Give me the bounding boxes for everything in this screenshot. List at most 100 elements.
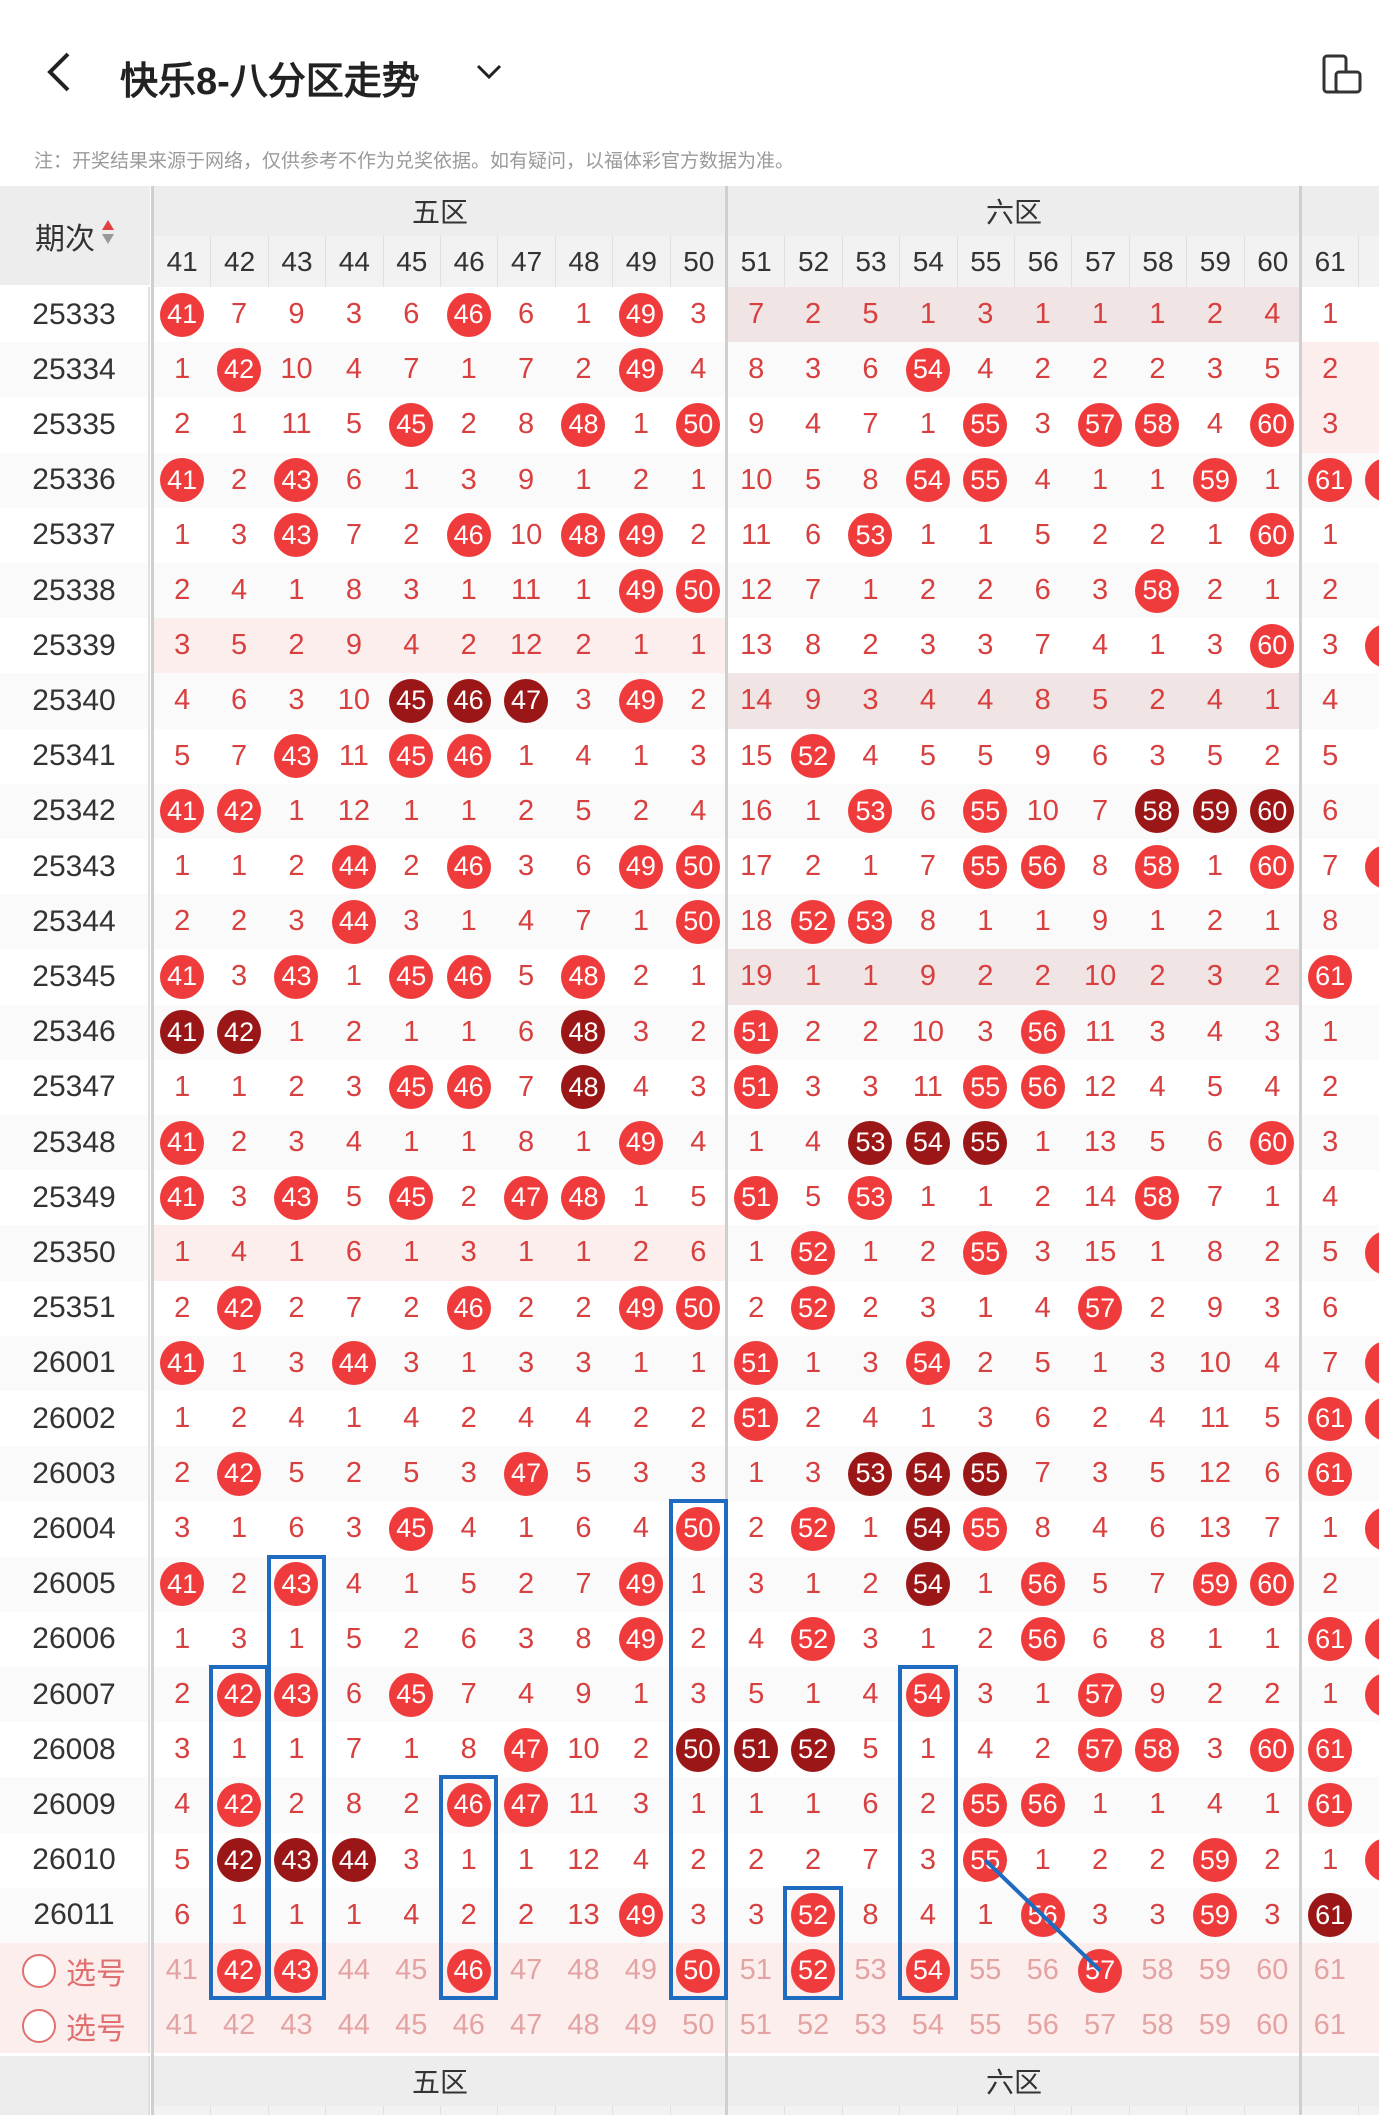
select-number-cell[interactable]: 6 [1358, 1998, 1379, 2054]
select-number-cell[interactable]: 61 [1301, 1998, 1359, 2054]
drawn-number-ball: 51 [734, 1175, 779, 1220]
select-number-cell[interactable]: 59 [1186, 1943, 1244, 1999]
table-cell: 58 [1128, 1722, 1187, 1778]
table-cell: 54 [899, 1667, 957, 1723]
select-number-cell[interactable]: 41 [153, 1998, 211, 2054]
table-cell: 1 [1128, 452, 1187, 508]
miss-count: 2 [1149, 1291, 1166, 1324]
select-number-cell[interactable]: 42 [210, 1943, 268, 1999]
table-cell: 43 [267, 728, 326, 784]
select-number-cell[interactable]: 54 [899, 1998, 957, 2054]
table-cell: 4 [1186, 397, 1244, 453]
select-number-cell[interactable]: 60 [1243, 1943, 1301, 1999]
select-number-cell[interactable]: 57 [1071, 1943, 1129, 1999]
miss-count: 2 [1206, 574, 1223, 607]
select-number-cell[interactable]: 51 [727, 1998, 785, 2054]
table-cell: 7 [784, 563, 842, 619]
miss-count: 6 [345, 1236, 362, 1269]
select-number-cell[interactable]: 56 [1014, 1998, 1072, 2054]
table-cell: 3 [1301, 618, 1359, 674]
select-number-cell[interactable]: 49 [612, 1943, 670, 1999]
select-number-cell[interactable]: 57 [1071, 1998, 1129, 2054]
chevron-down-icon[interactable] [472, 52, 506, 92]
select-number-cell[interactable]: 58 [1128, 1998, 1187, 2054]
select-number-cell[interactable]: 61 [1301, 1943, 1359, 1999]
radio-icon[interactable] [22, 2008, 56, 2043]
miss-count: 1 [748, 1126, 765, 1159]
table-cell: 3 [210, 507, 268, 563]
select-number-cell[interactable]: 51 [727, 1943, 785, 1999]
miss-count: 1 [690, 1567, 707, 1600]
select-number-cell[interactable]: 43 [267, 1998, 326, 2054]
select-number: 56 [1026, 1954, 1059, 1987]
select-number-cell[interactable]: 48 [554, 1943, 613, 1999]
footer-column-header: 44 [325, 2106, 383, 2115]
select-number-cell[interactable]: 50 [669, 1998, 727, 2054]
miss-count: 2 [460, 1402, 477, 1435]
select-number-cell[interactable]: 55 [956, 1998, 1014, 2054]
table-cell: 51 [727, 1170, 785, 1226]
table-cell: 12 [554, 1832, 613, 1888]
table-cell [1358, 783, 1379, 839]
select-number-cell[interactable]: 48 [554, 1998, 613, 2054]
table-cell: 1 [267, 783, 326, 839]
select-number-cell[interactable]: 46 [440, 1998, 498, 2054]
select-number-cell[interactable]: 45 [382, 1998, 440, 2054]
select-label: 选号 [66, 1957, 126, 1991]
issue-header[interactable]: 期次 [0, 186, 150, 285]
select-number-cell[interactable]: 49 [612, 1998, 670, 2054]
select-number-cell[interactable]: 47 [497, 1998, 555, 2054]
table-cell: 60 [1243, 507, 1301, 563]
radio-icon[interactable] [22, 1953, 56, 1988]
miss-count: 7 [403, 353, 420, 386]
select-number-cell[interactable]: 53 [841, 1998, 900, 2054]
table-cell: 6 [1071, 728, 1129, 784]
select-number-cell[interactable]: 47 [497, 1943, 555, 1999]
select-number-cell[interactable]: 45 [382, 1943, 440, 1999]
select-number-cell[interactable]: 54 [899, 1943, 957, 1999]
select-number-cell[interactable]: 55 [956, 1943, 1014, 1999]
column-header: 43 [267, 236, 326, 287]
table-cell: 1 [1301, 1501, 1359, 1557]
table-cell: 6 [153, 1887, 211, 1943]
table-cell: 1 [1243, 1170, 1301, 1226]
table-cell: 52 [784, 894, 842, 950]
table-cell: 8 [1128, 1611, 1187, 1667]
miss-count: 1 [1264, 1622, 1281, 1655]
select-number-cell[interactable]: 6 [1358, 1943, 1379, 1999]
select-number-cell[interactable]: 42 [210, 1998, 268, 2054]
screen-switch-icon[interactable] [1318, 52, 1364, 98]
page-title[interactable]: 快乐8-八分区走势 [120, 61, 420, 103]
table-cell: 59 [1186, 1832, 1244, 1888]
select-number-cell[interactable]: 60 [1243, 1998, 1301, 2054]
select-number-cell[interactable]: 44 [325, 1943, 383, 1999]
select-number-cell[interactable]: 43 [267, 1943, 326, 1999]
select-number-cell[interactable]: 59 [1186, 1998, 1244, 2054]
table-cell: 2 [1243, 728, 1301, 784]
select-number-cell[interactable]: 41 [153, 1943, 211, 1999]
select-number-cell[interactable]: 46 [440, 1943, 498, 1999]
miss-count: 1 [1322, 1678, 1339, 1711]
select-row-label[interactable]: 选号 [0, 1943, 150, 1999]
table-cell: 6 [1358, 1667, 1379, 1723]
select-number-cell[interactable]: 44 [325, 1998, 383, 2054]
miss-count: 6 [518, 1015, 535, 1048]
select-number-cell[interactable]: 58 [1128, 1943, 1187, 1999]
select-number-cell[interactable]: 53 [841, 1943, 900, 1999]
miss-count: 3 [919, 1291, 936, 1324]
table-cell: 1 [841, 839, 900, 895]
miss-count: 1 [231, 408, 248, 441]
column-header: 44 [325, 236, 383, 287]
table-cell: 54 [899, 452, 957, 508]
select-row-label[interactable]: 选号 [0, 1998, 150, 2054]
table-cell: 5 [325, 1611, 383, 1667]
select-number-cell[interactable]: 50 [669, 1943, 727, 1999]
issue-number: 25349 [0, 1170, 150, 1226]
select-number-cell[interactable]: 52 [784, 1998, 842, 2054]
back-arrow-icon[interactable] [40, 48, 80, 96]
select-number-cell[interactable]: 52 [784, 1943, 842, 1999]
miss-count: 3 [1149, 1346, 1166, 1379]
footer-issue-label: - [0, 2056, 150, 2115]
drawn-number-ball: 49 [618, 1893, 663, 1938]
select-number-cell[interactable]: 56 [1014, 1943, 1072, 1999]
